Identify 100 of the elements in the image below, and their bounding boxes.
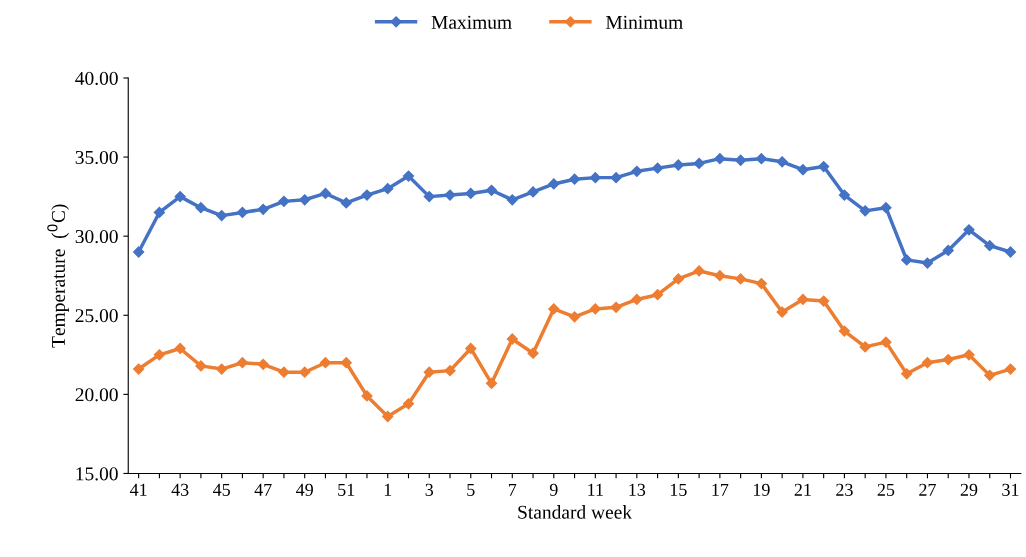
x-tick-label: 13	[629, 483, 646, 496]
point	[631, 165, 643, 177]
point	[133, 363, 145, 375]
point	[402, 170, 415, 182]
y-tick-label: 20.00	[75, 388, 118, 402]
point	[631, 293, 643, 306]
x-tick-label: 23	[836, 483, 853, 496]
point	[153, 349, 165, 361]
point	[465, 187, 477, 200]
point	[880, 202, 892, 214]
point	[714, 153, 726, 165]
point	[257, 358, 269, 370]
point	[755, 153, 767, 165]
point	[382, 183, 394, 195]
point	[963, 224, 975, 236]
point	[610, 301, 622, 313]
x-tick-label: 9	[549, 483, 558, 496]
point	[838, 325, 851, 337]
point	[444, 365, 456, 377]
point	[195, 202, 207, 214]
point	[216, 363, 228, 375]
point	[299, 194, 311, 206]
point	[319, 187, 332, 200]
y-tick-label: 15.00	[76, 467, 118, 481]
x-tick-label: 47	[254, 483, 272, 496]
point	[672, 159, 684, 171]
point	[548, 178, 560, 190]
point	[818, 295, 830, 307]
point	[1004, 246, 1017, 258]
point	[299, 366, 311, 378]
point	[340, 357, 352, 369]
point	[465, 342, 477, 355]
point	[901, 368, 913, 380]
point	[423, 191, 435, 203]
point	[880, 336, 892, 348]
point	[568, 311, 581, 323]
point	[589, 303, 601, 315]
x-axis-title: Standard week	[518, 505, 633, 519]
x-tick-label: 11	[588, 483, 603, 496]
point	[797, 164, 809, 176]
point	[216, 209, 228, 222]
point	[568, 173, 581, 185]
point	[506, 194, 518, 206]
point	[527, 347, 539, 359]
point	[818, 160, 830, 173]
point	[984, 369, 996, 381]
point	[402, 398, 415, 410]
x-tick-label: 15	[670, 483, 687, 496]
x-tick-label: 45	[212, 483, 230, 496]
point	[340, 197, 352, 209]
point	[901, 254, 913, 266]
point	[589, 172, 601, 184]
y-tick-label: 35.00	[75, 150, 118, 165]
point	[548, 303, 560, 315]
point	[735, 154, 747, 166]
point	[610, 172, 622, 184]
point	[174, 342, 186, 355]
y-axis-title: Temperature ($^{0}$C)	[47, 204, 69, 348]
x-tick-label: 51	[338, 483, 355, 496]
x-tick-label: 41	[129, 483, 147, 496]
x-tick-label: 43	[171, 483, 189, 496]
x-tick-label: 31	[1002, 483, 1019, 496]
x-tick-label: 17	[712, 483, 729, 496]
point	[485, 377, 498, 389]
legend-label: Minimum	[605, 15, 683, 29]
point	[963, 349, 975, 361]
point	[921, 357, 934, 369]
point	[257, 203, 269, 215]
point	[382, 410, 394, 423]
point	[236, 357, 249, 369]
point	[714, 270, 726, 282]
point	[735, 273, 747, 285]
point	[942, 244, 954, 257]
point	[859, 341, 871, 353]
x-tick-label: 3	[425, 483, 434, 496]
point	[485, 184, 498, 196]
point	[942, 353, 954, 366]
point	[153, 206, 165, 219]
point	[278, 366, 290, 378]
point	[133, 246, 145, 258]
x-tick-label: 27	[919, 483, 936, 496]
legend-label: Maximum	[431, 15, 512, 29]
point	[693, 265, 705, 277]
point	[651, 289, 664, 301]
point	[838, 189, 851, 201]
point	[651, 162, 664, 174]
point	[506, 333, 518, 345]
x-tick-label: 29	[960, 483, 978, 496]
point	[174, 191, 186, 203]
x-tick-label: 7	[508, 483, 517, 496]
x-tick-label: 49	[296, 483, 313, 496]
point	[755, 278, 767, 290]
x-tick-label: 5	[467, 483, 475, 496]
x-tick-label: 19	[753, 483, 770, 496]
point	[797, 293, 809, 306]
x-tick-label: 1	[384, 483, 392, 496]
y-tick-label: 40.00	[75, 71, 118, 85]
point	[984, 240, 996, 252]
point	[527, 186, 539, 198]
point	[236, 206, 249, 219]
